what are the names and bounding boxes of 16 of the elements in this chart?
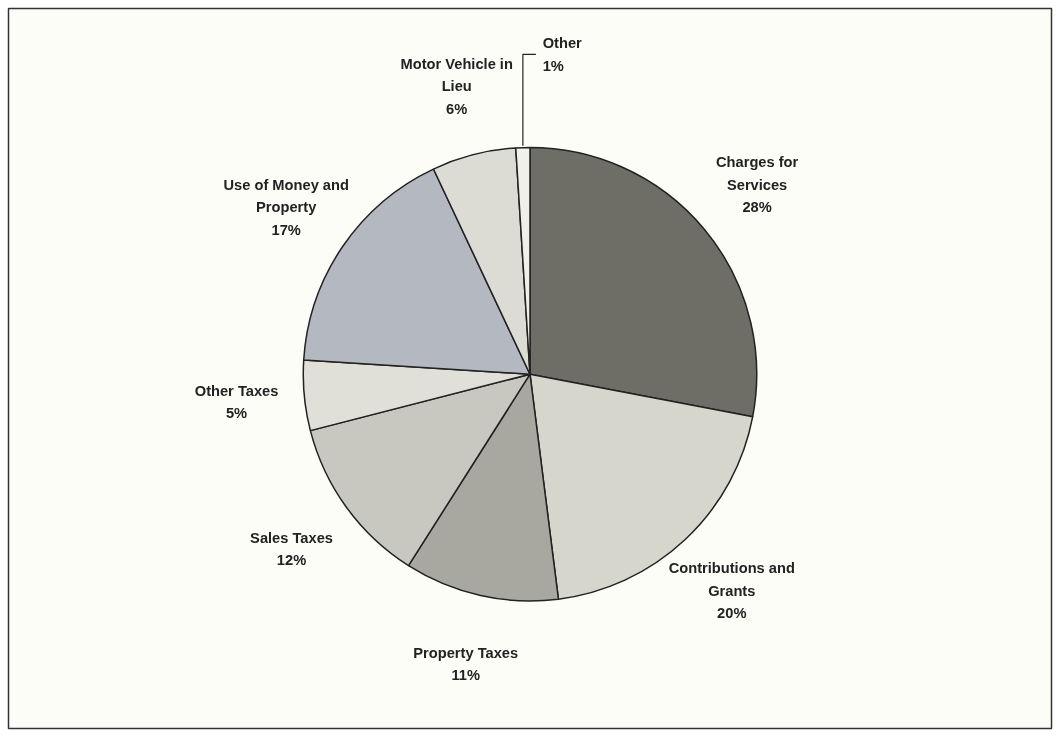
slice-label: Motor Vehicle in Lieu — [400, 56, 513, 95]
data-label: 6% — [446, 100, 468, 117]
data-label: 12% — [276, 552, 307, 569]
slice-label: Charges for Services — [715, 154, 799, 193]
data-label: 5% — [225, 405, 248, 422]
slice-label: Other Taxes — [194, 382, 279, 399]
slice-label: Use of Money and Property — [223, 176, 349, 216]
data-label: 20% — [717, 605, 747, 622]
data-label: 17% — [271, 221, 301, 238]
data-label: 1% — [542, 57, 564, 74]
data-label: 11% — [451, 667, 480, 684]
slice-label: Other — [542, 35, 583, 52]
data-label: 28% — [742, 199, 772, 216]
slice-label: Sales Taxes — [250, 529, 333, 546]
slice-label: Contributions and Grants — [668, 560, 795, 599]
slice-label: Property Taxes — [413, 645, 519, 661]
